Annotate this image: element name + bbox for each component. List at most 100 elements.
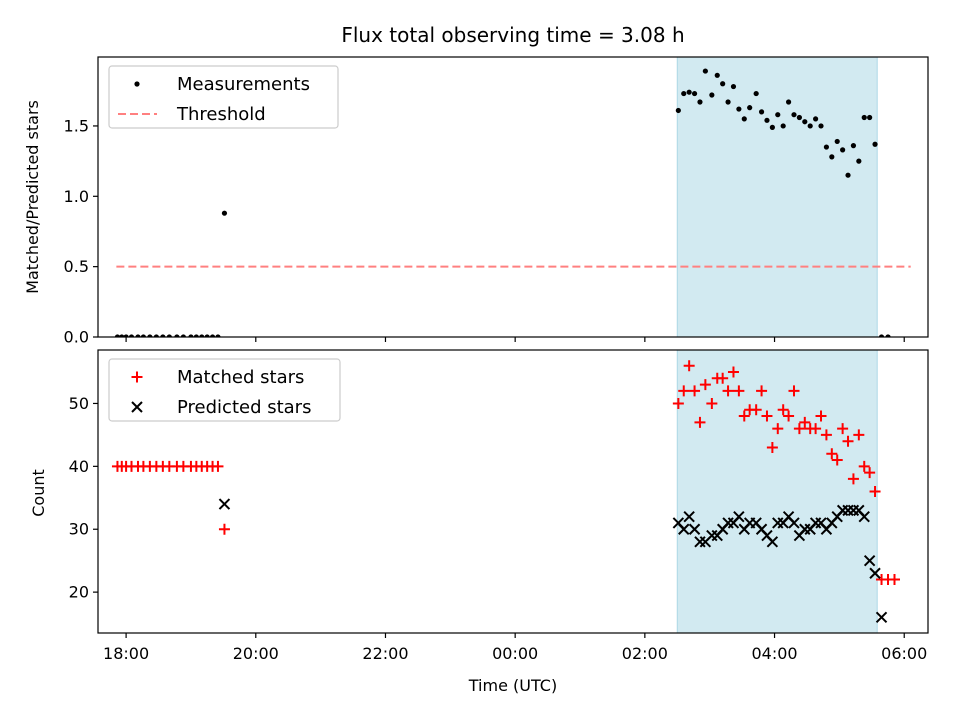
data-point (785, 99, 792, 105)
data-point (829, 154, 835, 160)
top-y-tick-label: 1.0 (64, 187, 89, 206)
data-point (727, 366, 739, 378)
bottom-x-tick-label: 20:00 (233, 644, 279, 663)
data-point (736, 106, 742, 112)
data-point (730, 83, 737, 90)
data-point (678, 523, 690, 535)
data-point (775, 112, 781, 118)
series-measurements (114, 68, 891, 337)
data-point (761, 410, 773, 422)
bottom-x-tick-label: 22:00 (362, 644, 408, 663)
top-axes-frame (97, 56, 929, 338)
bottom-y-tick-label: 20 (69, 583, 89, 602)
data-point (672, 397, 684, 409)
data-point (738, 410, 750, 422)
data-point (788, 517, 800, 529)
data-point (823, 144, 830, 150)
data-point (840, 147, 846, 153)
data-point (221, 210, 228, 216)
data-point (675, 107, 681, 114)
legend-label: Predicted stars (177, 397, 311, 418)
bottom-y-axis-label: Count (29, 469, 48, 517)
series-predicted-stars (218, 498, 888, 623)
data-point (209, 334, 216, 337)
data-point (856, 158, 862, 164)
bottom-x-tick-label: 18:00 (103, 644, 149, 663)
data-point (867, 114, 873, 121)
data-point (864, 467, 876, 479)
data-point (188, 334, 194, 337)
data-point (799, 416, 811, 428)
bottom-x-tick-label: 06:00 (881, 644, 927, 663)
bottom-legend: Matched stars Predicted stars (108, 358, 341, 422)
data-point (697, 99, 703, 105)
data-point (869, 486, 881, 497)
data-point (796, 114, 802, 121)
data-point (813, 116, 819, 122)
data-point (683, 360, 695, 372)
data-point (160, 334, 166, 337)
data-point (706, 397, 718, 409)
data-point (858, 510, 870, 523)
bottom-shaded-region (676, 349, 878, 634)
data-point (722, 385, 734, 397)
data-point (747, 105, 753, 111)
bottom-y-tick-label: 50 (69, 394, 89, 413)
data-point (791, 112, 797, 118)
data-point (199, 334, 205, 337)
data-point (212, 460, 224, 472)
top-y-tick-label: 0.5 (64, 257, 89, 276)
data-point (694, 416, 706, 428)
data-point (807, 123, 813, 129)
data-point (135, 334, 141, 337)
data-point (733, 510, 745, 523)
data-point (793, 423, 805, 435)
data-point (180, 334, 186, 337)
data-point (845, 172, 851, 178)
data-point (689, 385, 701, 397)
top-legend: Measurements Threshold (108, 65, 339, 129)
data-point (753, 90, 759, 97)
legend-marker (134, 81, 140, 87)
bottom-legend-box (108, 358, 341, 422)
data-point (750, 404, 762, 416)
data-point (174, 334, 180, 337)
data-point (128, 334, 135, 337)
data-point (764, 117, 770, 123)
data-point (114, 334, 121, 337)
data-point (863, 554, 876, 567)
data-point (772, 423, 784, 435)
data-point (123, 334, 129, 337)
legend-label: Threshold (176, 104, 266, 125)
bottom-x-tick-label: 00:00 (492, 644, 538, 663)
top-y-axis-label: Matched/Predicted stars (23, 100, 42, 294)
data-point (769, 124, 775, 130)
legend-label: Matched stars (177, 367, 304, 388)
data-point (153, 334, 159, 337)
data-point (858, 460, 870, 472)
chart-title: Flux total observing time = 3.08 h (341, 23, 684, 47)
bottom-y-tick-label: 40 (69, 457, 89, 476)
data-point (802, 119, 808, 125)
data-point (834, 138, 840, 145)
data-point (837, 423, 849, 435)
data-point (888, 574, 900, 586)
bottom-x-tick-label: 02:00 (622, 644, 668, 663)
data-point (875, 611, 888, 623)
data-point (815, 410, 827, 422)
data-point (699, 379, 711, 391)
data-point (853, 429, 865, 441)
data-point (850, 143, 857, 149)
data-point (756, 385, 768, 397)
data-point (878, 334, 885, 337)
data-point (714, 72, 720, 78)
data-point (788, 385, 800, 397)
data-point (218, 498, 231, 510)
data-point (820, 429, 832, 441)
data-point (766, 536, 779, 548)
data-point (119, 334, 125, 337)
bottom-axes: 20 30 40 50 18:00 20:00 22:00 00:00 02:00 04:00 06… (69, 349, 929, 663)
top-y-tick-label: 0.0 (64, 328, 89, 347)
data-point (810, 423, 822, 435)
